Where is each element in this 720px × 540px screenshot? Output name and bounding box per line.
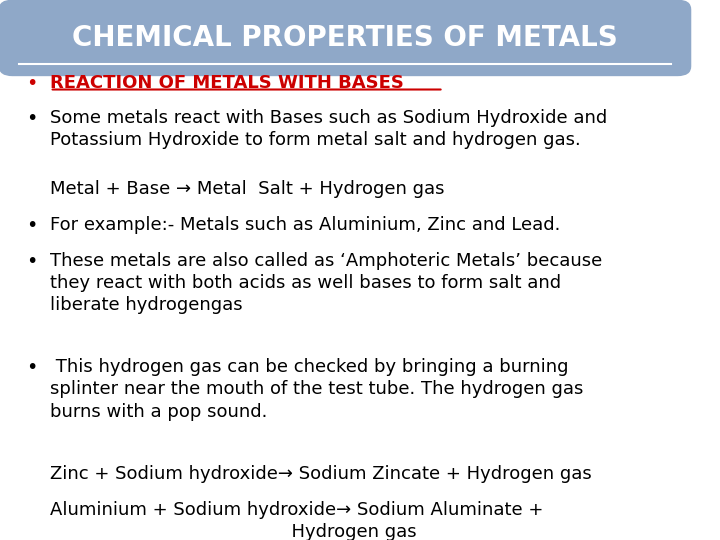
Text: CHEMICAL PROPERTIES OF METALS: CHEMICAL PROPERTIES OF METALS [72,24,618,52]
Text: •: • [26,109,37,129]
Text: For example:- Metals such as Aluminium, Zinc and Lead.: For example:- Metals such as Aluminium, … [50,216,560,234]
Text: •: • [26,73,37,93]
Text: •: • [26,358,37,377]
FancyBboxPatch shape [0,0,691,76]
Text: •: • [26,216,37,235]
Text: REACTION OF METALS WITH BASES: REACTION OF METALS WITH BASES [50,73,404,92]
Text: Zinc + Sodium hydroxide→ Sodium Zincate + Hydrogen gas: Zinc + Sodium hydroxide→ Sodium Zincate … [50,465,591,483]
Text: These metals are also called as ‘Amphoteric Metals’ because
they react with both: These metals are also called as ‘Amphote… [50,252,602,314]
Text: •: • [26,252,37,271]
Text: Metal + Base → Metal  Salt + Hydrogen gas: Metal + Base → Metal Salt + Hydrogen gas [50,180,444,198]
Text: This hydrogen gas can be checked by bringing a burning
splinter near the mouth o: This hydrogen gas can be checked by brin… [50,358,583,421]
Text: Some metals react with Bases such as Sodium Hydroxide and
Potassium Hydroxide to: Some metals react with Bases such as Sod… [50,109,607,150]
Text: Aluminium + Sodium hydroxide→ Sodium Aluminate +
                               : Aluminium + Sodium hydroxide→ Sodium Alu… [50,501,543,540]
